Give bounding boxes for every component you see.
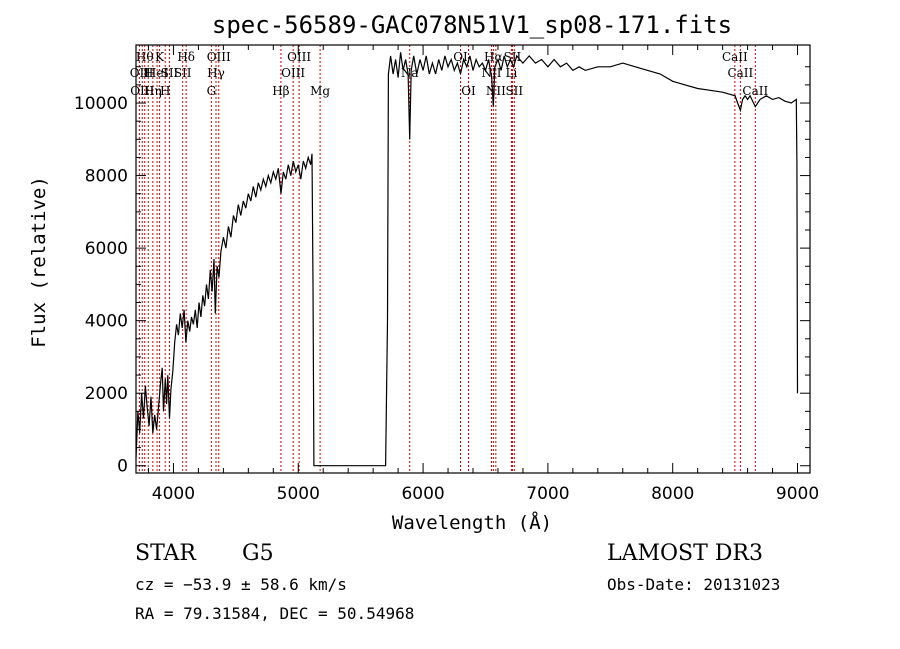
x-axis-ticks: 4000 5000 6000 7000 8000 9000: [147, 45, 819, 504]
y-tick-label: 4000: [85, 312, 128, 332]
chart-title: spec-56589-GAC078N51V1_sp08-171.fits: [212, 11, 732, 39]
line-marker-label: H: [143, 66, 153, 80]
line-marker-label: Hη: [144, 84, 162, 98]
line-marker-label: OIII: [207, 50, 231, 64]
line-marker-label: NII: [486, 84, 506, 98]
x-tick-label: 5000: [277, 484, 320, 504]
line-marker-label: CaII: [742, 84, 768, 98]
x-tick-label: 8000: [651, 484, 694, 504]
line-marker-label: NII: [481, 66, 501, 80]
line-marker-label: CaII: [722, 50, 748, 64]
flux-series-line: [135, 52, 799, 467]
x-tick-label: 6000: [401, 484, 444, 504]
line-marker-label: Hθ: [136, 50, 154, 64]
line-marker-labels: OIIOIIIHθHHηHeIKHSIIHδSIIGHγOIIIHβOIIIOI…: [130, 50, 769, 98]
x-tick-label: 7000: [526, 484, 569, 504]
line-marker-label: OI: [461, 84, 476, 98]
y-tick-label: 8000: [85, 167, 128, 187]
object-subclass: G5: [242, 541, 274, 566]
y-axis-label: Flux (relative): [28, 176, 50, 348]
line-marker-label: Mg: [310, 84, 330, 98]
line-marker-label: OIII: [281, 66, 305, 80]
line-marker-label: H: [160, 84, 170, 98]
plot-frame: [135, 44, 811, 474]
line-marker-label: Hα: [484, 50, 503, 64]
object-class: STAR: [135, 541, 197, 566]
line-marker-label: SII: [504, 50, 522, 64]
redshift-readout: cz = −53.9 ± 58.6 km/s: [135, 575, 347, 594]
line-marker-label: SII: [505, 84, 523, 98]
y-tick-label: 10000: [74, 94, 128, 114]
x-axis-label: Wavelength (Å): [392, 511, 552, 534]
y-tick-label: 0: [117, 457, 128, 477]
line-marker-label: HeI: [146, 66, 169, 80]
line-marker-label: Hδ: [177, 50, 195, 64]
y-tick-label: 6000: [85, 239, 128, 259]
line-markers: [138, 45, 756, 473]
y-tick-label: 2000: [85, 384, 128, 404]
obs-date-readout: Obs-Date: 20131023: [607, 575, 780, 594]
x-tick-label: 4000: [152, 484, 195, 504]
line-marker-label: Na: [401, 66, 419, 80]
line-marker-label: OIII: [287, 50, 311, 64]
line-marker-label: OII: [130, 66, 150, 80]
line-marker-label: OI: [453, 50, 468, 64]
line-marker-label: CaII: [727, 66, 753, 80]
line-marker-label: SII: [161, 66, 179, 80]
y-axis-ticks: 0 2000 4000 6000 8000 10000: [74, 66, 810, 477]
x-tick-label: 9000: [776, 484, 819, 504]
survey-name: LAMOST DR3: [607, 541, 763, 566]
line-marker-label: G: [207, 84, 217, 98]
line-marker-label: SII: [174, 66, 192, 80]
coordinates-readout: RA = 79.31584, DEC = 50.54968: [135, 604, 414, 623]
line-marker-label: Hγ: [207, 66, 225, 80]
line-marker-label: Hβ: [272, 84, 289, 98]
line-marker-label: Li: [506, 66, 518, 80]
line-marker-label: K: [155, 50, 165, 64]
